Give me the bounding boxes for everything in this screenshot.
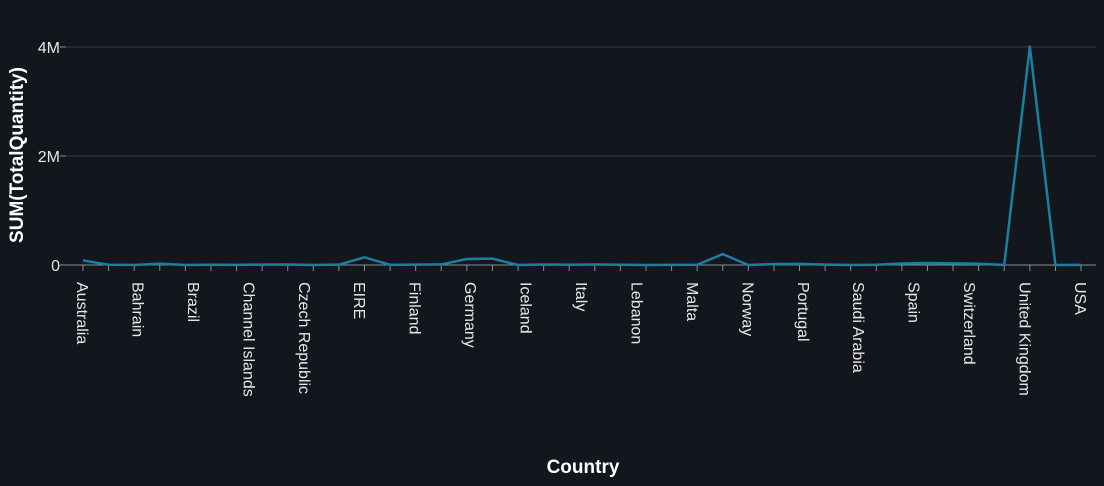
y-tick-label: 2M (38, 149, 60, 166)
x-axis-ticks: Australia Bahrain Brazil Channel Islands Cze… (73, 265, 1088, 397)
x-tick-label: Spain (905, 282, 922, 323)
x-tick-label: Switzerland (960, 282, 977, 365)
grid-lines (66, 46, 1096, 157)
x-tick-label: Czech Republic (295, 282, 312, 394)
x-tick-label: Norway (738, 282, 755, 336)
x-tick-label: Channel Islands (239, 282, 256, 397)
y-axis-title: SUM(TotalQuantity) (7, 67, 28, 243)
x-tick-label: EIRE (350, 282, 367, 319)
x-tick-label: Finland (406, 282, 423, 334)
x-tick-label: Bahrain (128, 282, 145, 337)
x-tick-label: Lebanon (627, 282, 644, 344)
x-tick-label: Saudi Arabia (849, 282, 866, 373)
y-tick-label: 4M (38, 40, 60, 57)
x-tick-label: Germany (461, 282, 478, 348)
y-tick-label: 0 (51, 258, 60, 275)
x-tick-label: Brazil (184, 282, 201, 322)
x-tick-label: Iceland (517, 282, 534, 334)
x-tick-label: Malta (683, 282, 700, 321)
x-tick-label: Portugal (794, 282, 811, 342)
x-tick-label: USA (1071, 282, 1088, 315)
x-tick-label: Italy (572, 282, 589, 311)
x-axis-title: Country (547, 457, 620, 478)
x-tick-label: Australia (73, 282, 90, 344)
series-line (82, 45, 1082, 267)
y-axis-ticks: 0 2M 4M (38, 40, 66, 275)
x-tick-label: United Kingdom (1016, 282, 1033, 396)
